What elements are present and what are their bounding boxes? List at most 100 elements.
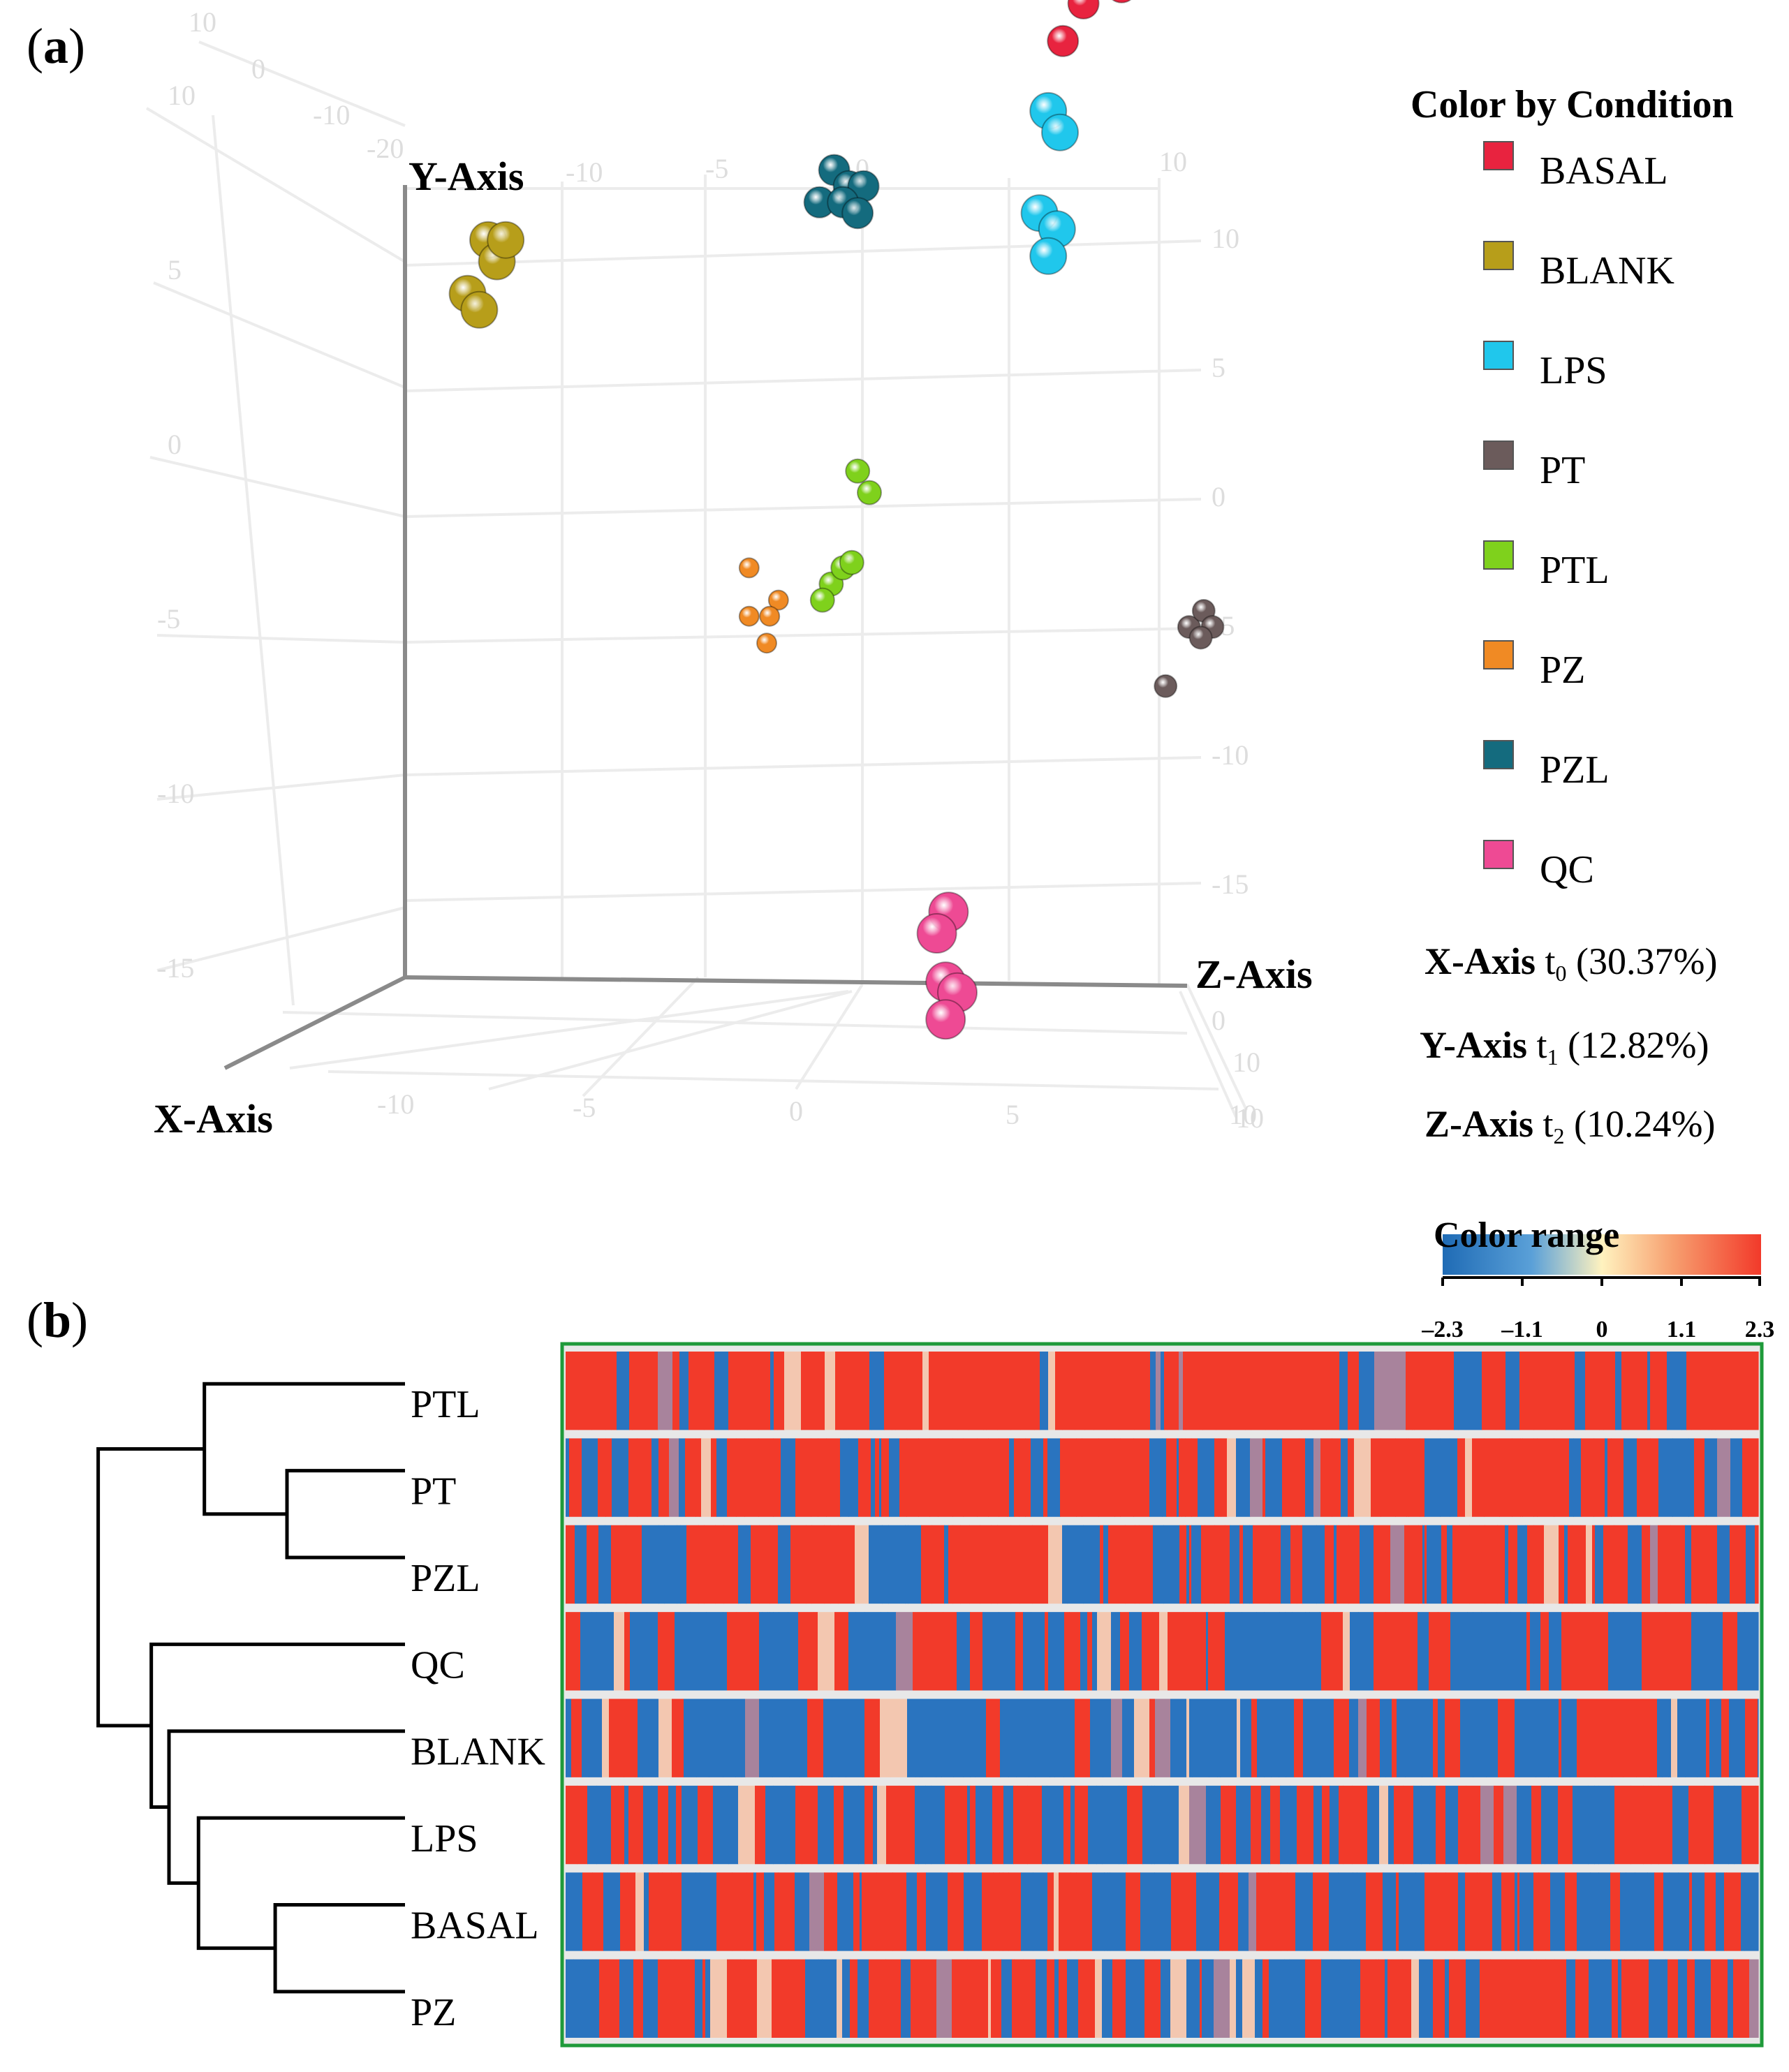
heatmap-cell	[1163, 1525, 1180, 1604]
heatmap-cell	[1650, 1525, 1658, 1604]
heatmap-cell	[1517, 1872, 1520, 1951]
legend-label-pzl: PZL	[1540, 748, 1610, 792]
heatmap-cell	[924, 1959, 937, 2038]
variance-x: X-Axis t0 (30.37%)	[1424, 940, 1717, 986]
heatmap-cell	[1608, 1612, 1614, 1691]
heatmap-cell	[1728, 1959, 1734, 2038]
heatmap-cell	[993, 1872, 1000, 1951]
heatmap-cell	[1321, 1612, 1334, 1691]
color-range-tick-label: 1.1	[1667, 1317, 1697, 1342]
heatmap-cell	[770, 1612, 774, 1691]
heatmap-cell	[1339, 1352, 1348, 1430]
heatmap-cell	[751, 1525, 760, 1604]
heatmap-cell	[1063, 1699, 1075, 1777]
heatmap-cell	[818, 1612, 835, 1691]
heatmap-cell	[1556, 1352, 1562, 1430]
heatmap-row-qc	[566, 1612, 1759, 1691]
heatmap-cell	[1670, 1525, 1686, 1604]
heatmap-cell	[1185, 1438, 1192, 1517]
heatmap-cell	[1107, 1872, 1110, 1951]
heatmap-cell	[1265, 1438, 1283, 1517]
heatmap-cell	[591, 1352, 606, 1430]
heatmap-cell	[1214, 1525, 1225, 1604]
heatmap-cell	[858, 1438, 871, 1517]
heatmap-cell	[1480, 1959, 1491, 2038]
heatmap-cell	[1581, 1438, 1594, 1517]
heatmap-cell	[1389, 1352, 1406, 1430]
heatmap-cell	[1610, 1785, 1615, 1865]
heatmap-cell	[899, 1785, 915, 1865]
heatmap-cell	[1718, 1699, 1722, 1777]
heatmap-cell	[1466, 1785, 1481, 1865]
heatmap-cell	[1094, 1352, 1107, 1430]
heatmap-cell	[831, 1872, 838, 1951]
heatmap-cell	[982, 1612, 999, 1691]
heatmap-cell	[1144, 1959, 1161, 2038]
heatmap-cell	[840, 1438, 849, 1517]
heatmap-cell	[1126, 1959, 1140, 2038]
heatmap-cell	[905, 1525, 908, 1604]
heatmap-cell	[1125, 1525, 1135, 1604]
heatmap-cell	[1062, 1525, 1068, 1604]
heatmap-cell	[1305, 1612, 1310, 1691]
heatmap-cell	[716, 1872, 719, 1951]
heatmap-cell	[862, 1872, 877, 1951]
heatmap-cell	[1230, 1959, 1237, 2038]
heatmap-cell	[1519, 1352, 1534, 1430]
heatmap-cell	[762, 1612, 768, 1691]
heatmap-cell	[1225, 1525, 1230, 1604]
heatmap-cell	[1282, 1438, 1300, 1517]
heatmap-cell	[1647, 1872, 1655, 1951]
heatmap-cell	[952, 1525, 961, 1604]
heatmap-cell	[798, 1612, 814, 1691]
heatmap-cell	[1603, 1352, 1616, 1430]
heatmap-cell	[1691, 1352, 1701, 1430]
heatmap-cell	[675, 1612, 691, 1691]
heatmap-cell	[1313, 1352, 1327, 1430]
heatmap-cell	[1744, 1872, 1759, 1951]
heatmap-cell	[622, 1785, 625, 1865]
heatmap-cell	[1322, 1785, 1330, 1865]
heatmap-cell	[1485, 1525, 1498, 1604]
point-ptl	[857, 480, 882, 505]
heatmap-cell	[1717, 1438, 1731, 1517]
heatmap-cell	[1709, 1699, 1718, 1777]
heatmap-cell	[1536, 1699, 1549, 1777]
heatmap-cell	[1199, 1872, 1208, 1951]
point-pz	[738, 605, 760, 627]
heatmap-cell	[1465, 1438, 1473, 1517]
heatmap-cell	[1008, 1872, 1022, 1951]
heatmap-cell	[1686, 1352, 1692, 1430]
heatmap-cell	[1613, 1612, 1630, 1691]
heatmap-cell	[1196, 1872, 1200, 1951]
legend-label-basal: BASAL	[1540, 149, 1668, 193]
heatmap-cell	[811, 1525, 825, 1604]
heatmap-cell	[714, 1352, 729, 1430]
heatmap-cell	[907, 1699, 916, 1777]
heatmap-cell	[1385, 1612, 1403, 1691]
heatmap-cell	[644, 1872, 649, 1951]
heatmap-cell	[918, 1785, 926, 1865]
tick: 5	[168, 254, 182, 286]
heatmap-cell	[671, 1872, 679, 1951]
heatmap-cell	[1741, 1872, 1745, 1951]
heatmap-cell	[1414, 1352, 1431, 1430]
heatmap-cell	[948, 1872, 952, 1951]
heatmap-cell	[658, 1612, 675, 1691]
heatmap-cell	[642, 1699, 656, 1777]
heatmap-cell	[1042, 1612, 1045, 1691]
heatmap-cell	[1179, 1785, 1190, 1865]
heatmap-cell	[895, 1352, 908, 1430]
panel-a: (a)	[27, 0, 1734, 1148]
heatmap-cell	[1208, 1612, 1225, 1691]
heatmap-cell	[899, 1438, 907, 1517]
heatmap-cell	[824, 1525, 831, 1604]
heatmap-cell	[1669, 1872, 1679, 1951]
heatmap-cell	[1538, 1872, 1551, 1951]
heatmap-cell	[1016, 1699, 1029, 1777]
heatmap-cell	[679, 1352, 689, 1430]
heatmap-cell	[1162, 1438, 1167, 1517]
heatmap-cell	[1111, 1699, 1123, 1777]
heatmap-cell	[773, 1785, 786, 1865]
heatmap-cell	[1306, 1872, 1313, 1951]
